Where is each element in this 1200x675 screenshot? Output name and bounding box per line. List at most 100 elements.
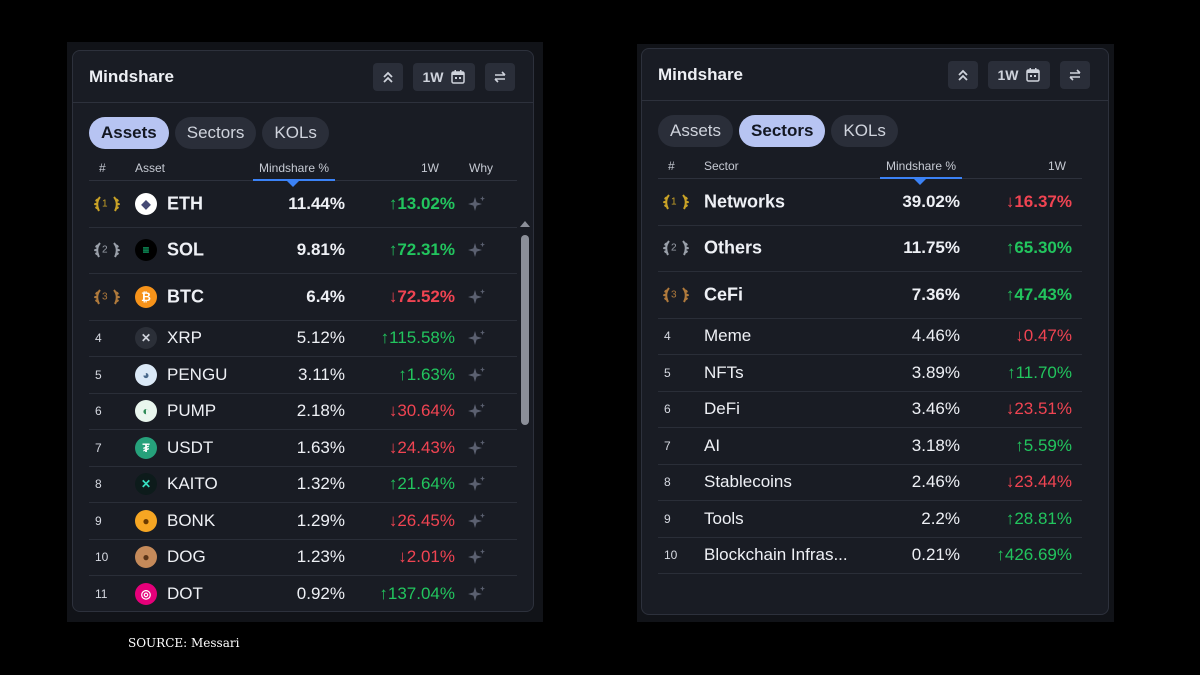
row-name[interactable]: Meme bbox=[704, 326, 752, 346]
table-row[interactable]: 7 AI 3.18% ↑5.59% bbox=[658, 428, 1082, 465]
col-mindshare[interactable]: Mindshare % bbox=[886, 159, 957, 173]
scroll-up-icon[interactable] bbox=[520, 221, 530, 227]
why-sparkle-icon[interactable] bbox=[467, 584, 487, 604]
row-name[interactable]: PUMP bbox=[167, 401, 217, 421]
table-row[interactable]: 10 ● DOG 1.23% ↓2.01% bbox=[89, 540, 517, 576]
mindshare-value: 7.36% bbox=[911, 284, 960, 304]
row-name[interactable]: KAITO bbox=[167, 474, 218, 494]
rank-number: 2 bbox=[671, 242, 677, 254]
swap-arrows-icon bbox=[494, 71, 506, 83]
table-row[interactable]: 8 Stablecoins 2.46% ↓23.44% bbox=[658, 465, 1082, 501]
rank-laurel-icon bbox=[660, 284, 692, 306]
scrollbar[interactable] bbox=[518, 221, 530, 611]
period-selector[interactable]: 1W bbox=[413, 63, 475, 91]
row-name[interactable]: DOG bbox=[167, 547, 206, 567]
why-sparkle-icon[interactable] bbox=[467, 240, 487, 260]
rank-number: 3 bbox=[671, 289, 677, 301]
why-sparkle-icon[interactable] bbox=[467, 194, 487, 214]
row-name[interactable]: PENGU bbox=[167, 364, 228, 384]
mindshare-value: 2.46% bbox=[911, 472, 960, 492]
col-change[interactable]: 1W bbox=[421, 161, 439, 175]
mindshare-value: 39.02% bbox=[902, 191, 960, 211]
tab-kols[interactable]: KOLs bbox=[262, 117, 329, 149]
row-name[interactable]: CeFi bbox=[704, 284, 744, 305]
row-name[interactable]: Blockchain Infras... bbox=[704, 545, 848, 565]
swap-button[interactable] bbox=[485, 63, 515, 91]
row-name[interactable]: ETH bbox=[167, 193, 203, 214]
why-sparkle-icon[interactable] bbox=[467, 401, 487, 421]
table-row[interactable]: 4 Meme 4.46% ↓0.47% bbox=[658, 319, 1082, 355]
col-mindshare[interactable]: Mindshare % bbox=[259, 161, 330, 175]
change-value: ↑72.31% bbox=[388, 240, 455, 260]
table-row[interactable]: 11 ◎ DOT 0.92% ↑137.04% bbox=[89, 576, 517, 611]
swap-arrows-icon bbox=[1069, 69, 1081, 81]
swap-button[interactable] bbox=[1060, 61, 1090, 89]
why-sparkle-icon[interactable] bbox=[467, 511, 487, 531]
table-row[interactable]: 9 Tools 2.2% ↑28.81% bbox=[658, 501, 1082, 538]
rank-laurel-icon bbox=[91, 193, 123, 215]
row-name[interactable]: BTC bbox=[167, 286, 204, 307]
why-sparkle-icon[interactable] bbox=[467, 547, 487, 567]
table-row[interactable]: 6 ◐ PUMP 2.18% ↓30.64% bbox=[89, 394, 517, 430]
tab-kols[interactable]: KOLs bbox=[831, 115, 898, 147]
col-asset[interactable]: Asset bbox=[135, 161, 166, 175]
table-row[interactable]: 1 ◆ ETH 11.44% ↑13.02% bbox=[89, 181, 517, 228]
table-row[interactable]: 7 ₮ USDT 1.63% ↓24.43% bbox=[89, 430, 517, 467]
change-value: ↓23.51% bbox=[1005, 399, 1072, 419]
row-name[interactable]: USDT bbox=[167, 437, 214, 457]
row-name[interactable]: Others bbox=[704, 237, 763, 258]
row-name[interactable]: BONK bbox=[167, 510, 216, 530]
table-row[interactable]: 8 ✕ KAITO 1.32% ↑21.64% bbox=[89, 467, 517, 503]
table-row[interactable]: 10 Blockchain Infras... 0.21% ↑426.69% bbox=[658, 538, 1082, 574]
row-name[interactable]: DeFi bbox=[704, 399, 740, 419]
tab-sectors[interactable]: Sectors bbox=[174, 117, 257, 149]
row-name[interactable]: DOT bbox=[167, 583, 203, 603]
row-name[interactable]: XRP bbox=[167, 328, 202, 348]
tab-assets[interactable]: Assets bbox=[89, 117, 169, 149]
rank-number: 10 bbox=[664, 548, 678, 563]
row-name[interactable]: SOL bbox=[167, 239, 205, 260]
table-row[interactable]: 5 NFTs 3.89% ↑11.70% bbox=[658, 355, 1082, 392]
change-value: ↓2.01% bbox=[398, 547, 455, 567]
why-sparkle-icon[interactable] bbox=[467, 438, 487, 458]
table-row[interactable]: 1 Networks 39.02% ↓16.37% bbox=[658, 179, 1082, 226]
row-name[interactable]: Stablecoins bbox=[704, 472, 792, 492]
table-row[interactable]: 3 CeFi 7.36% ↑47.43% bbox=[658, 272, 1082, 319]
table-row[interactable]: 3 ₿ BTC 6.4% ↓72.52% bbox=[89, 274, 517, 321]
tab-sectors[interactable]: Sectors bbox=[739, 115, 826, 147]
why-sparkle-icon[interactable] bbox=[467, 474, 487, 494]
change-value: ↑21.64% bbox=[388, 474, 455, 494]
row-name[interactable]: NFTs bbox=[704, 362, 744, 382]
rank-number: 1 bbox=[102, 198, 108, 210]
header-controls: 1W bbox=[373, 63, 515, 91]
col-change[interactable]: 1W bbox=[1048, 159, 1066, 173]
period-label: 1W bbox=[422, 69, 444, 85]
mindshare-value: 2.2% bbox=[921, 508, 960, 528]
rank-laurel-icon bbox=[660, 237, 692, 259]
table-row[interactable]: 2 ≡ SOL 9.81% ↑72.31% bbox=[89, 228, 517, 274]
why-sparkle-icon[interactable] bbox=[467, 287, 487, 307]
table-row[interactable]: 5 ◕ PENGU 3.11% ↑1.63% bbox=[89, 357, 517, 394]
tab-assets[interactable]: Assets bbox=[658, 115, 734, 147]
row-name[interactable]: Tools bbox=[704, 508, 744, 528]
table-row[interactable]: 9 ● BONK 1.29% ↓26.45% bbox=[89, 503, 517, 540]
collapse-button[interactable] bbox=[948, 61, 978, 89]
change-value: ↑65.30% bbox=[1005, 238, 1072, 258]
table-row[interactable]: 6 DeFi 3.46% ↓23.51% bbox=[658, 392, 1082, 428]
row-name[interactable]: AI bbox=[704, 435, 721, 455]
header-controls: 1W bbox=[948, 61, 1090, 89]
mindshare-value: 3.18% bbox=[911, 435, 960, 455]
period-selector[interactable]: 1W bbox=[988, 61, 1050, 89]
chevrons-up-icon bbox=[958, 69, 968, 81]
why-sparkle-icon[interactable] bbox=[467, 328, 487, 348]
collapse-button[interactable] bbox=[373, 63, 403, 91]
col-sector[interactable]: Sector bbox=[704, 159, 739, 173]
table-row[interactable]: 2 Others 11.75% ↑65.30% bbox=[658, 226, 1082, 272]
table-row[interactable]: 4 ✕ XRP 5.12% ↑115.58% bbox=[89, 321, 517, 357]
change-value: ↑13.02% bbox=[388, 193, 455, 213]
sort-caret-icon bbox=[287, 181, 299, 187]
scrollbar-thumb[interactable] bbox=[521, 235, 529, 425]
row-name[interactable]: Networks bbox=[704, 191, 786, 212]
rank-number: 6 bbox=[664, 402, 671, 417]
why-sparkle-icon[interactable] bbox=[467, 365, 487, 385]
